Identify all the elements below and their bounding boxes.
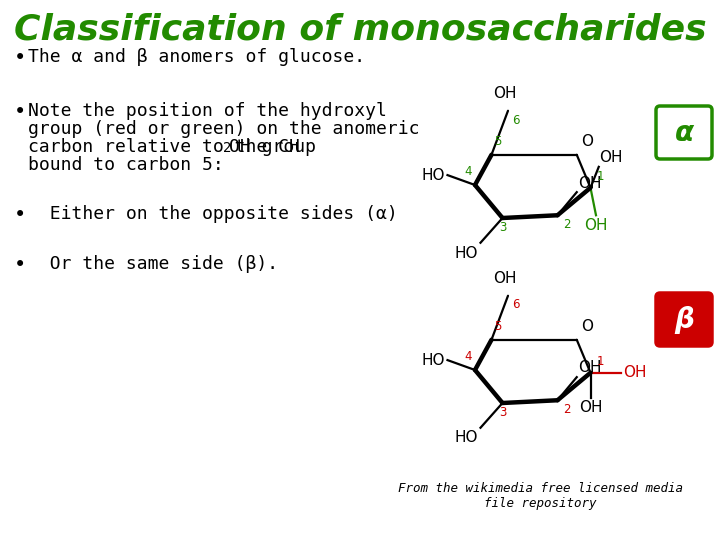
Text: OH: OH xyxy=(584,218,608,233)
Text: HO: HO xyxy=(454,246,478,260)
Text: •: • xyxy=(14,102,26,122)
Text: carbon relative to the CH: carbon relative to the CH xyxy=(28,138,300,156)
Text: 6: 6 xyxy=(513,299,520,312)
Text: Either on the opposite sides (α): Either on the opposite sides (α) xyxy=(28,205,397,223)
FancyBboxPatch shape xyxy=(656,293,712,346)
Text: 4: 4 xyxy=(464,350,472,363)
Text: β: β xyxy=(674,306,694,334)
Text: •: • xyxy=(14,48,26,68)
Text: The α and β anomers of glucose.: The α and β anomers of glucose. xyxy=(28,48,365,66)
Text: OH: OH xyxy=(493,86,517,101)
Text: 1: 1 xyxy=(597,170,605,184)
Text: 3: 3 xyxy=(499,221,506,234)
FancyBboxPatch shape xyxy=(656,106,712,159)
Text: OH: OH xyxy=(493,271,517,286)
Text: 5: 5 xyxy=(494,320,502,333)
Text: •: • xyxy=(14,205,26,225)
Text: 3: 3 xyxy=(499,406,506,419)
Text: HO: HO xyxy=(421,353,445,368)
Text: OH group: OH group xyxy=(229,138,316,156)
Text: Classification of monosaccharides: Classification of monosaccharides xyxy=(14,13,706,47)
Text: 6: 6 xyxy=(513,113,520,126)
Text: OH: OH xyxy=(578,361,602,375)
Text: Note the position of the hydroxyl: Note the position of the hydroxyl xyxy=(28,102,387,120)
Text: 4: 4 xyxy=(464,165,472,178)
Text: HO: HO xyxy=(454,430,478,445)
Text: 5: 5 xyxy=(494,135,502,148)
Text: OH: OH xyxy=(599,150,622,165)
Text: O: O xyxy=(581,134,593,149)
Text: 2: 2 xyxy=(563,218,570,231)
Text: OH: OH xyxy=(624,365,647,380)
Text: group (red or green) on the anomeric: group (red or green) on the anomeric xyxy=(28,120,420,138)
Text: OH: OH xyxy=(578,176,602,191)
Text: bound to carbon 5:: bound to carbon 5: xyxy=(28,156,224,174)
Text: O: O xyxy=(581,319,593,334)
Text: 1: 1 xyxy=(597,355,605,368)
Text: 2: 2 xyxy=(223,141,231,155)
Text: HO: HO xyxy=(421,167,445,183)
Text: α: α xyxy=(675,119,693,147)
Text: OH: OH xyxy=(579,400,602,415)
Text: From the wikimedia free licensed media
file repository: From the wikimedia free licensed media f… xyxy=(397,482,683,510)
Text: Or the same side (β).: Or the same side (β). xyxy=(28,255,278,273)
Text: 2: 2 xyxy=(563,403,570,416)
Text: •: • xyxy=(14,255,26,275)
